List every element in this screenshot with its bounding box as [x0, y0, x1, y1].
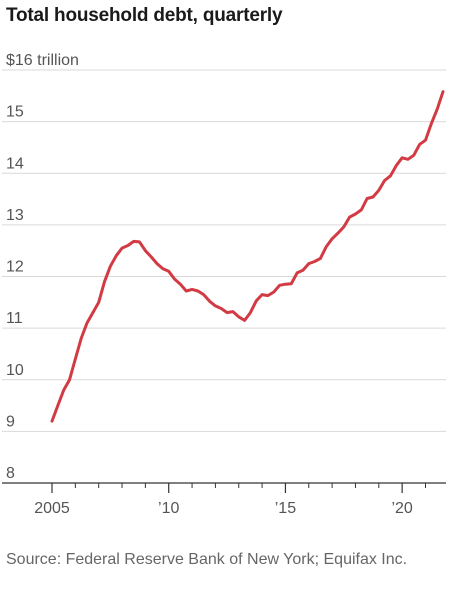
x-tick-label: ’15	[275, 500, 296, 517]
series-lines	[50, 90, 445, 423]
x-tick-label: ’20	[391, 500, 412, 517]
x-tick-labels: 2005 ’10 ’15 ’20	[34, 500, 413, 517]
y-tick-label: 14	[6, 155, 24, 172]
y-tick-labels: 8 9 10 11 12 13 14 15	[6, 104, 24, 482]
y-tick-label: 13	[6, 207, 24, 224]
x-tick-label: ’10	[158, 500, 179, 517]
x-tick-label: 2005	[34, 500, 70, 517]
y-tick-label: 8	[6, 465, 15, 482]
y-tick-label: 9	[6, 413, 15, 430]
x-axis	[2, 482, 446, 493]
chart-title: Total household debt, quarterly	[6, 5, 283, 26]
y-tick-label: 15	[6, 104, 24, 121]
y-axis-unit-label: $16 trillion	[6, 52, 79, 69]
line-chart: 8 9 10 11 12 13 14 15 $16 trillion 2005 ’10 ’15 ’2…	[2, 52, 446, 517]
series-line	[50, 90, 445, 423]
y-tick-label: 11	[6, 310, 23, 327]
y-tick-label: 12	[6, 259, 24, 276]
grid-lines	[2, 69, 446, 432]
source-note: Source: Federal Reserve Bank of New York…	[6, 551, 408, 568]
y-tick-label: 10	[6, 362, 24, 379]
